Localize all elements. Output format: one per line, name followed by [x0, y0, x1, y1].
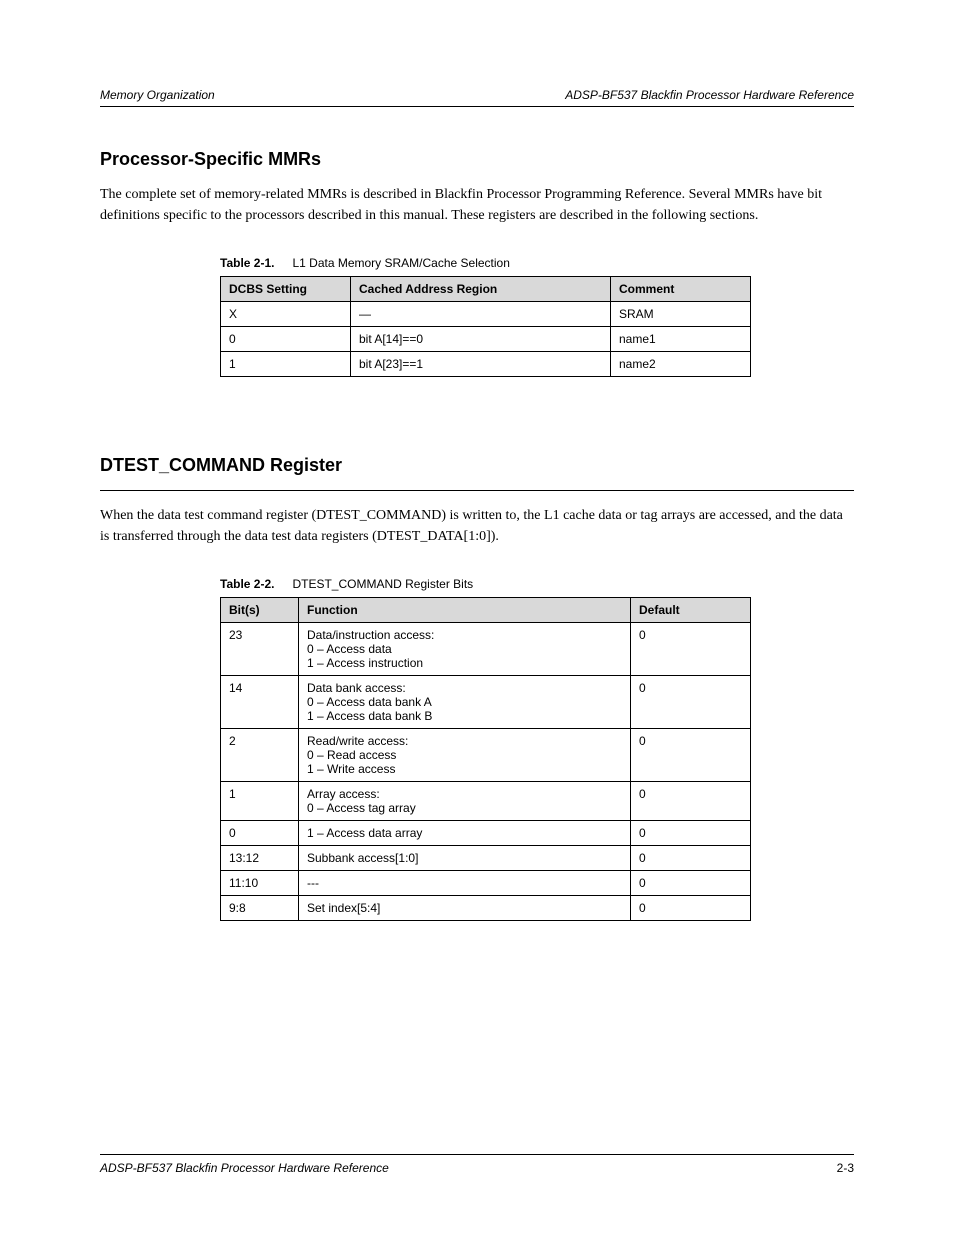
cell: 0 — [221, 327, 351, 352]
cell: X — [221, 302, 351, 327]
table-row: 23 Data/instruction access: 0 – Access d… — [221, 623, 751, 676]
table2-caption-text: DTEST_COMMAND Register Bits — [292, 577, 473, 591]
cell: 0 — [631, 676, 751, 729]
cell: 0 — [631, 846, 751, 871]
cell: 2 — [221, 729, 299, 782]
cell: 9:8 — [221, 896, 299, 921]
table1-caption: Table 2-1. L1 Data Memory SRAM/Cache Sele… — [100, 256, 854, 270]
footer-right: 2-3 — [837, 1161, 854, 1175]
cell: Data bank access: 0 – Access data bank A… — [299, 676, 631, 729]
section2-rule — [100, 490, 854, 491]
cell: 23 — [221, 623, 299, 676]
table-row: 2 Read/write access: 0 – Read access 1 –… — [221, 729, 751, 782]
table-row: 0 1 – Access data array 0 — [221, 821, 751, 846]
table1: DCBS Setting Cached Address Region Comme… — [220, 276, 751, 377]
cell: Set index[5:4] — [299, 896, 631, 921]
table-row: 13:12 Subbank access[1:0] 0 — [221, 846, 751, 871]
page-header: Memory Organization ADSP-BF537 Blackfin … — [100, 88, 854, 107]
page: Memory Organization ADSP-BF537 Blackfin … — [0, 0, 954, 1235]
header-rule — [100, 106, 854, 107]
table-row: 1 bit A[23]==1 name2 — [221, 352, 751, 377]
cell: Data/instruction access: 0 – Access data… — [299, 623, 631, 676]
cell: bit A[23]==1 — [351, 352, 611, 377]
table2-header-row: Bit(s) Function Default — [221, 598, 751, 623]
table-row: 11:10 --- 0 — [221, 871, 751, 896]
cell: 0 — [631, 871, 751, 896]
table-row: X — SRAM — [221, 302, 751, 327]
cell: 0 — [221, 821, 299, 846]
cell: name1 — [611, 327, 751, 352]
section1-title: Processor-Specific MMRs — [100, 149, 854, 170]
footer-left: ADSP-BF537 Blackfin Processor Hardware R… — [100, 1161, 389, 1175]
cell: Array access: 0 – Access tag array — [299, 782, 631, 821]
cell: name2 — [611, 352, 751, 377]
cell: 0 — [631, 782, 751, 821]
footer-row: ADSP-BF537 Blackfin Processor Hardware R… — [100, 1161, 854, 1175]
cell: 1 — [221, 352, 351, 377]
table1-col0: DCBS Setting — [221, 277, 351, 302]
table2-caption: Table 2-2. DTEST_COMMAND Register Bits — [100, 577, 854, 591]
table-row: 1 Array access: 0 – Access tag array 0 — [221, 782, 751, 821]
cell: 0 — [631, 896, 751, 921]
section2-title: DTEST_COMMAND Register — [100, 455, 854, 476]
table2-body: 23 Data/instruction access: 0 – Access d… — [221, 623, 751, 921]
table2-col1: Function — [299, 598, 631, 623]
header-left: Memory Organization — [100, 88, 215, 102]
table1-header-row: DCBS Setting Cached Address Region Comme… — [221, 277, 751, 302]
table2-col2: Default — [631, 598, 751, 623]
section1-paragraph: The complete set of memory-related MMRs … — [100, 184, 854, 226]
cell: Subbank access[1:0] — [299, 846, 631, 871]
page-footer: ADSP-BF537 Blackfin Processor Hardware R… — [100, 1154, 854, 1175]
cell: 13:12 — [221, 846, 299, 871]
table1-caption-text: L1 Data Memory SRAM/Cache Selection — [292, 256, 509, 270]
cell: 11:10 — [221, 871, 299, 896]
section2-paragraph: When the data test command register (DTE… — [100, 505, 854, 547]
cell: 0 — [631, 821, 751, 846]
cell: 0 — [631, 729, 751, 782]
table1-col2: Comment — [611, 277, 751, 302]
cell: SRAM — [611, 302, 751, 327]
table1-body: X — SRAM 0 bit A[14]==0 name1 1 bit A[23… — [221, 302, 751, 377]
cell: 1 — [221, 782, 299, 821]
table2-number: Table 2-2. — [220, 577, 274, 591]
table-row: 0 bit A[14]==0 name1 — [221, 327, 751, 352]
cell: bit A[14]==0 — [351, 327, 611, 352]
table-row: 14 Data bank access: 0 – Access data ban… — [221, 676, 751, 729]
table-row: 9:8 Set index[5:4] 0 — [221, 896, 751, 921]
cell: — — [351, 302, 611, 327]
cell: 0 — [631, 623, 751, 676]
cell: 1 – Access data array — [299, 821, 631, 846]
table1-col1: Cached Address Region — [351, 277, 611, 302]
header-right: ADSP-BF537 Blackfin Processor Hardware R… — [565, 88, 854, 102]
cell: Read/write access: 0 – Read access 1 – W… — [299, 729, 631, 782]
table1-number: Table 2-1. — [220, 256, 274, 270]
footer-rule — [100, 1154, 854, 1155]
table2-col0: Bit(s) — [221, 598, 299, 623]
cell: 14 — [221, 676, 299, 729]
table2: Bit(s) Function Default 23 Data/instruct… — [220, 597, 751, 921]
cell: --- — [299, 871, 631, 896]
header-row: Memory Organization ADSP-BF537 Blackfin … — [100, 88, 854, 102]
